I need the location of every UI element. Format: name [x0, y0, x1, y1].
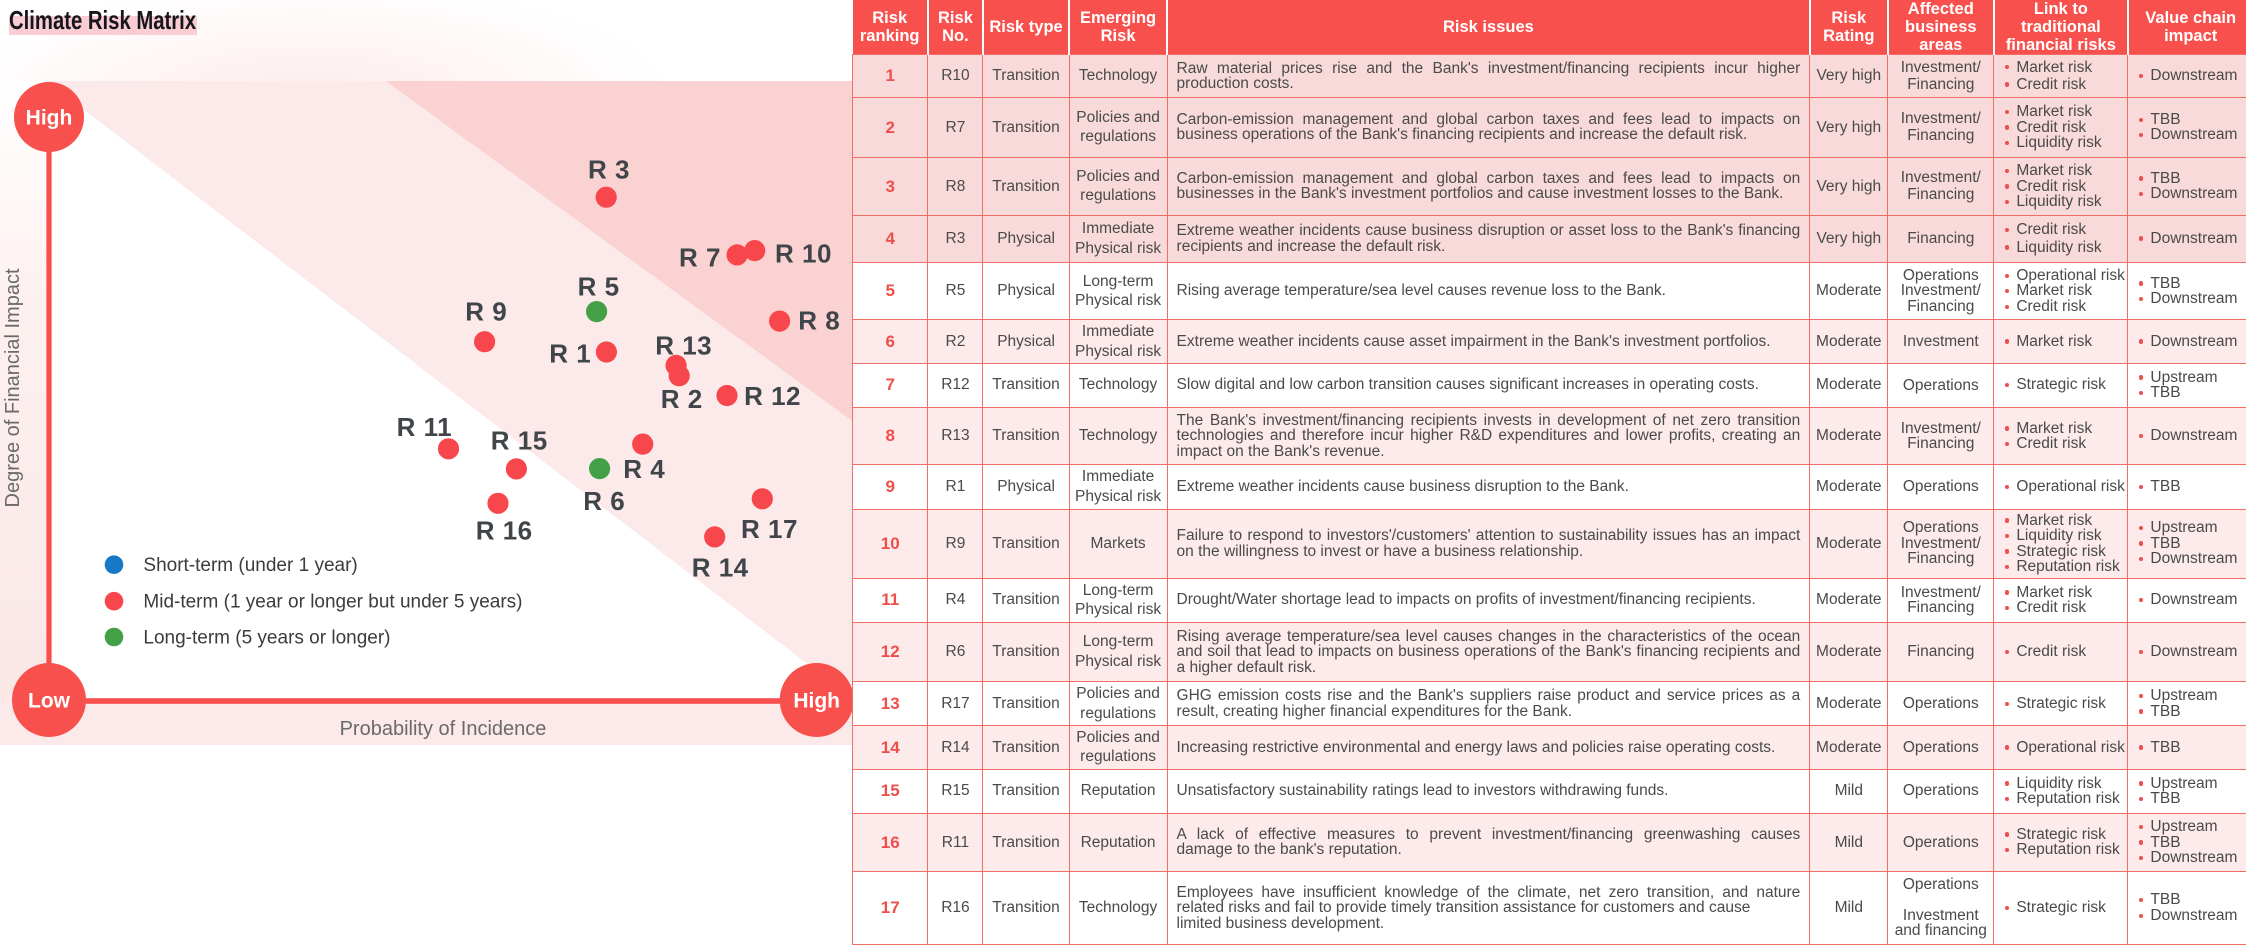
svg-text:Short-term (under 1 year): Short-term (under 1 year)	[143, 555, 357, 576]
svg-text:R 9: R 9	[465, 296, 507, 326]
svg-text:Mid-term (1 year or longer but: Mid-term (1 year or longer but under 5 y…	[143, 592, 522, 613]
svg-text:Long-term (5 years or longer): Long-term (5 years or longer)	[143, 628, 390, 649]
svg-text:R 1: R 1	[549, 338, 591, 368]
svg-text:R 8: R 8	[798, 306, 840, 336]
svg-text:R 14: R 14	[692, 552, 749, 582]
svg-text:R 3: R 3	[588, 155, 630, 185]
svg-text:R 7: R 7	[679, 243, 721, 273]
svg-text:R 11: R 11	[397, 412, 453, 442]
svg-text:R 5: R 5	[578, 271, 620, 301]
svg-text:High: High	[26, 107, 73, 130]
svg-text:High: High	[793, 690, 840, 713]
svg-text:Probability of Incidence: Probability of Incidence	[340, 718, 547, 740]
svg-text:Low: Low	[28, 690, 71, 713]
svg-text:R 4: R 4	[623, 454, 665, 484]
svg-text:R 10: R 10	[775, 238, 832, 268]
svg-text:R 13: R 13	[655, 330, 712, 360]
svg-text:R 17: R 17	[741, 514, 798, 544]
svg-text:R 15: R 15	[491, 425, 548, 455]
svg-text:R 16: R 16	[476, 516, 533, 546]
svg-text:R 6: R 6	[583, 486, 625, 516]
svg-text:R 2: R 2	[661, 384, 703, 414]
svg-text:R 12: R 12	[744, 381, 801, 411]
svg-text:Degree of Financial Impact: Degree of Financial Impact	[2, 268, 24, 507]
